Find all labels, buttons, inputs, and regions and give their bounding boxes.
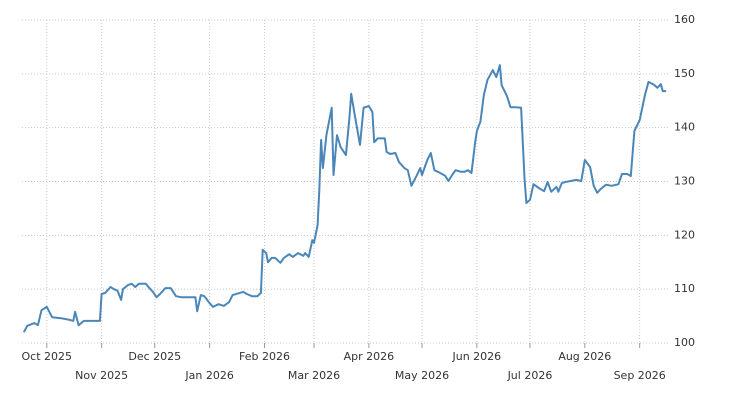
y-tick-label: 140 [674,121,695,134]
y-tick-label: 110 [674,282,695,295]
x-tick-label: Mar 2026 [288,369,340,382]
x-tick-label: Apr 2026 [344,350,395,363]
x-tick-label: Nov 2025 [75,369,128,382]
x-tick-label: May 2026 [395,369,449,382]
x-tick-label: Dec 2025 [128,350,181,363]
x-tick-label: Jun 2026 [452,350,502,363]
x-tick-label: Oct 2025 [22,350,73,363]
x-tick-label: Feb 2026 [239,350,290,363]
y-tick-label: 120 [674,228,695,241]
y-tick-label: 130 [674,175,695,188]
line-series [22,64,667,333]
x-tick-label: Jul 2026 [507,369,553,382]
y-tick-label: 160 [674,13,695,26]
x-tick-label: Jan 2026 [184,369,233,382]
x-tick-label: Sep 2026 [614,369,666,382]
y-tick-label: 150 [674,67,695,80]
y-tick-label: 100 [674,336,695,349]
x-tick-label: Aug 2026 [558,350,611,363]
